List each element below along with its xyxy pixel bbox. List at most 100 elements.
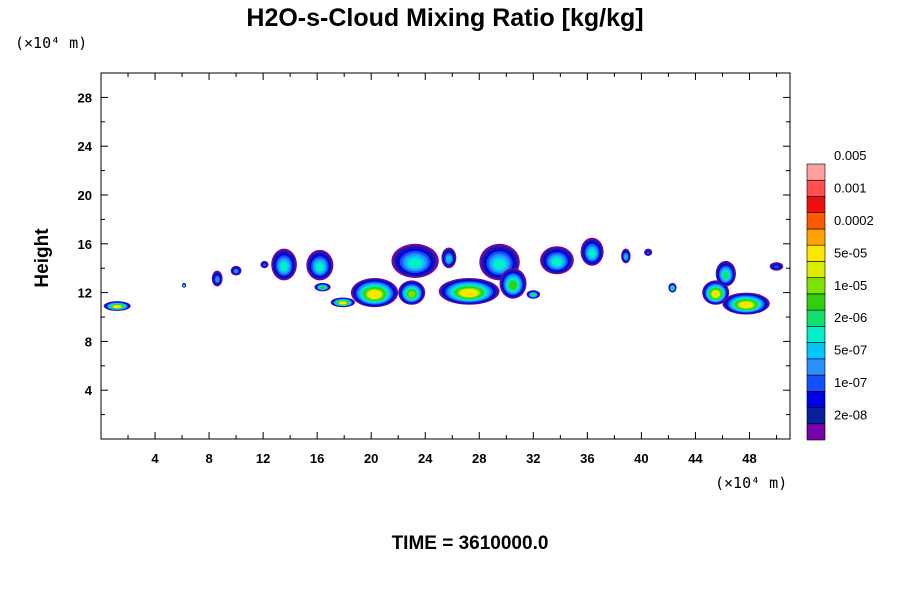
colorbar-label: 5e-05 [834, 245, 867, 260]
cloud-contour [671, 286, 674, 290]
colorbar-label: 0.001 [834, 180, 867, 195]
y-tick-label: 24 [78, 139, 93, 154]
colorbar-label: 2e-06 [834, 310, 867, 325]
cloud-contour [368, 290, 381, 299]
cloud-patch [540, 246, 574, 275]
colorbar-swatch [806, 293, 826, 311]
colorbar-label: 1e-05 [834, 278, 867, 293]
cloud-patch [306, 249, 334, 281]
colorbar-label: 1e-07 [834, 375, 867, 390]
y-tick-label: 4 [85, 383, 93, 398]
cloud-patch [103, 301, 131, 311]
cloud-contour [588, 249, 596, 258]
cloud-patch [260, 260, 269, 269]
colorbar-label: 0.0002 [834, 213, 874, 228]
x-axis: 4 8 12 16 20 24 28 32 36 40 44 48 [127, 73, 777, 466]
chart-title: H2O-s-Cloud Mixing Ratio [kg/kg] [246, 4, 643, 32]
cloud-patch [702, 280, 730, 305]
cloud-contour [509, 281, 517, 290]
cloud-patch [271, 248, 297, 281]
cloud-contour [183, 284, 185, 287]
cloud-patch [479, 243, 520, 281]
y-tick-label: 12 [78, 286, 92, 301]
colorbar-swatch [806, 326, 826, 343]
x-tick-label: 20 [364, 451, 378, 466]
cloud-contour [262, 263, 267, 267]
colorbar: 2e-08 1e-07 5e-07 2e-06 1e-05 5e-05 0.0002 0.00… [806, 148, 874, 441]
cloud-patch [580, 237, 604, 266]
cloud-contour [722, 271, 729, 279]
cloud-contour [646, 251, 650, 255]
cloud-contour [113, 305, 121, 308]
cloud-contour [624, 254, 628, 260]
colorbar-label: 2e-08 [834, 408, 867, 423]
cloud-contour [320, 286, 325, 289]
cloud-contour [315, 262, 324, 272]
cloud-patch [182, 282, 187, 288]
x-unit-label: (×10⁴ m) [715, 474, 787, 492]
cloud-patch [398, 280, 426, 305]
x-tick-label: 8 [205, 451, 212, 466]
cloud-patch [621, 248, 631, 264]
x-tick-label: 12 [256, 451, 270, 466]
cloud-contour [446, 255, 452, 263]
colorbar-swatch [806, 342, 826, 360]
time-label: TIME = 3610000.0 [392, 533, 549, 554]
x-tick-label: 44 [688, 451, 703, 466]
x-tick-label: 40 [634, 451, 648, 466]
x-tick-label: 36 [580, 451, 594, 466]
cloud-patch [350, 277, 399, 308]
colorbar-swatch [806, 390, 826, 408]
cloud-contour [493, 259, 506, 270]
cloud-contour [531, 293, 536, 297]
cloud-patch [499, 268, 527, 299]
y-unit-label: (×10⁴ m) [15, 34, 87, 52]
cloud-patch [722, 292, 770, 315]
cloud-contour [339, 301, 346, 305]
colorbar-label: 0.005 [834, 148, 867, 163]
cloud-patch [391, 243, 439, 278]
cloud-patch [230, 265, 242, 276]
cloud-patch [715, 260, 736, 287]
cloud-contour [215, 276, 220, 283]
cloud-patch [438, 277, 500, 305]
colorbar-swatch [806, 407, 826, 425]
colorbar-swatch [806, 309, 826, 327]
x-tick-label: 48 [742, 451, 756, 466]
colorbar-swatch [806, 358, 826, 376]
cloud-patch [211, 270, 223, 287]
colorbar-swatch [806, 163, 826, 181]
y-tick-label: 20 [78, 188, 92, 203]
y-axis: 4 8 12 16 20 24 28 [78, 90, 790, 416]
cloud-contour [461, 289, 477, 297]
colorbar-label: 5e-07 [834, 343, 867, 358]
colorbar-swatch [806, 228, 826, 246]
cloud-patch [526, 290, 541, 299]
colorbar-swatch [806, 179, 826, 197]
colorbar-swatch [806, 212, 826, 230]
cloud-patch [668, 282, 677, 293]
cloud-contour [740, 302, 752, 308]
cloud-contour [773, 265, 780, 269]
x-tick-label: 24 [418, 451, 433, 466]
colorbar-swatch [806, 244, 826, 262]
y-tick-label: 28 [78, 90, 92, 105]
y-axis-title: Height [32, 228, 53, 288]
colorbar-swatch [806, 261, 826, 278]
cloud-contour [712, 291, 720, 298]
x-tick-label: 16 [310, 451, 324, 466]
colorbar-swatch [806, 423, 826, 441]
cloud-contour [408, 291, 416, 298]
cloud-patch [769, 262, 784, 271]
x-tick-label: 4 [151, 451, 159, 466]
cloud-patch [314, 282, 331, 292]
cloud-patch [644, 248, 653, 256]
x-tick-label: 28 [472, 451, 486, 466]
cloud-patch [330, 297, 355, 308]
colorbar-swatch [806, 374, 826, 392]
cloud-patch [441, 247, 457, 269]
cloud-contour [280, 261, 288, 272]
cloud-contour [408, 258, 423, 269]
y-tick-label: 16 [78, 237, 92, 252]
